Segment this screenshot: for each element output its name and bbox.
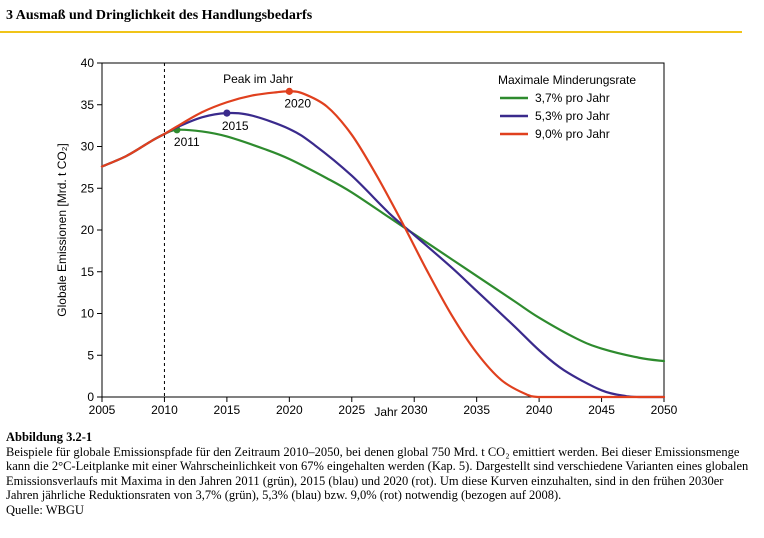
y-tick-label: 15 — [81, 265, 95, 279]
y-tick-label: 40 — [81, 56, 95, 70]
y-tick-label: 25 — [81, 181, 95, 195]
y-tick-label: 35 — [81, 98, 95, 112]
caption-label: Abbildung 3.2-1 — [6, 430, 93, 444]
emissions-chart: 2005 2010 2015 2020 2025 2030 2035 2040 2045 2050… — [55, 56, 678, 419]
y-tick-label: 10 — [81, 307, 95, 321]
x-tick-label: 2005 — [89, 403, 116, 417]
caption-text: Beispiele für globale Emissionspfade für… — [6, 444, 749, 503]
series-line-2 — [100, 111, 666, 399]
figure-caption: Abbildung 3.2-1 Beispiele für globale Em… — [6, 430, 756, 518]
section-title: 3 Ausmaß und Dringlichkeit des Handlungs… — [6, 8, 313, 23]
peak-label-2011: 2011 — [174, 135, 200, 149]
peak-annotation: Peak im Jahr — [223, 72, 293, 86]
x-tick-label: 2040 — [526, 403, 553, 417]
legend-entry-2: 5,3% pro Jahr — [535, 109, 610, 123]
legend-entry-1: 3,7% pro Jahr — [535, 91, 610, 105]
y-tick-label: 0 — [87, 390, 94, 404]
peak-marker-2015 — [223, 109, 231, 117]
x-tick-label: 2035 — [463, 403, 490, 417]
y-axis-label: Globale Emissionen [Mrd. t CO₂] — [55, 143, 69, 316]
header-rule — [0, 31, 742, 33]
x-axis-label: Jahr — [374, 405, 397, 419]
x-tick-label: 2025 — [338, 403, 365, 417]
peak-label-2015: 2015 — [222, 119, 249, 133]
x-tick-label: 2045 — [588, 403, 615, 417]
x-tick-label: 2015 — [214, 403, 241, 417]
x-tick-label: 2050 — [651, 403, 678, 417]
y-tick-label: 20 — [81, 223, 95, 237]
series-line-1 — [100, 128, 666, 363]
y-tick-label: 30 — [81, 140, 95, 154]
caption-source: Quelle: WBGU — [6, 502, 84, 517]
x-tick-label: 2020 — [276, 403, 303, 417]
x-tick-label: 2030 — [401, 403, 428, 417]
legend-entry-3: 9,0% pro Jahr — [535, 127, 610, 141]
series-line-3 — [100, 90, 666, 399]
peak-marker-2020 — [285, 87, 293, 95]
legend-title: Maximale Minderungsrate — [498, 73, 636, 87]
y-tick-label: 5 — [87, 348, 94, 362]
peak-label-2020: 2020 — [284, 96, 311, 110]
x-tick-label: 2010 — [151, 403, 178, 417]
